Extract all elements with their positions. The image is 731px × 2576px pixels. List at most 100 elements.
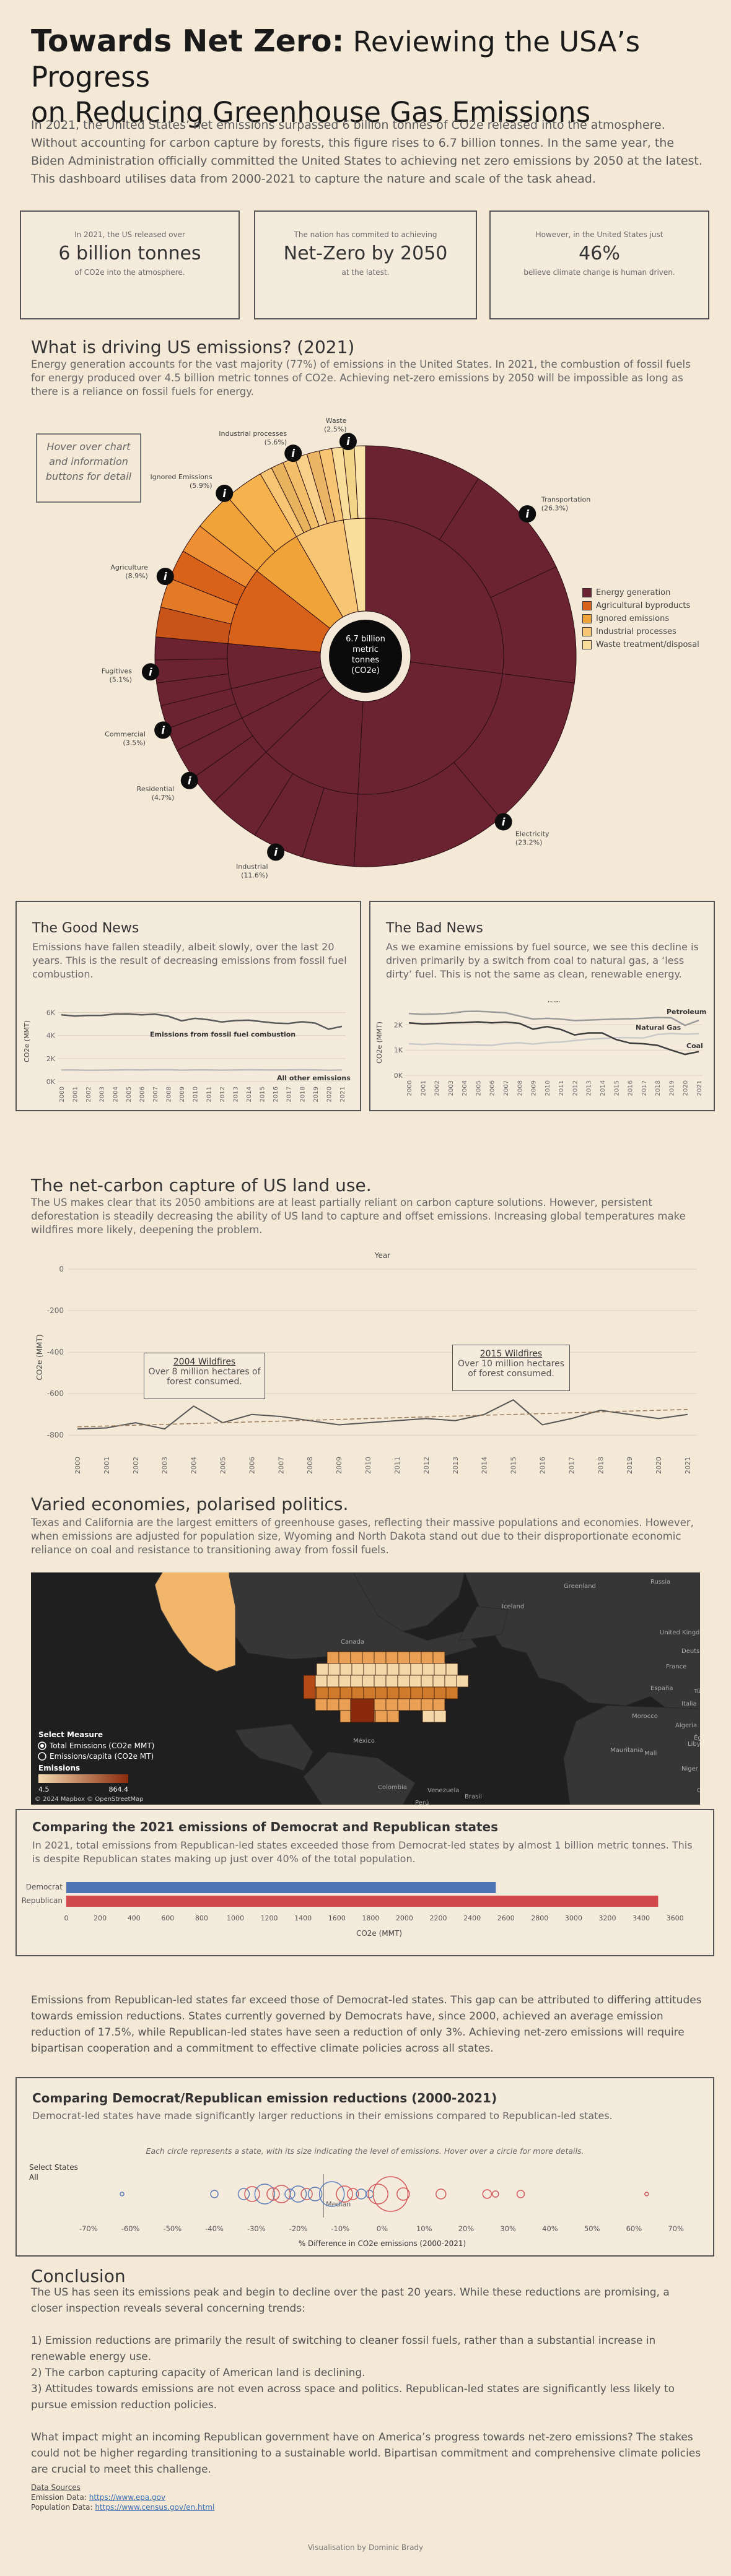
legend-item[interactable]: Ignored emissions <box>582 612 699 625</box>
legend-item[interactable]: Industrial processes <box>582 625 699 638</box>
state-bubble[interactable] <box>284 2188 295 2200</box>
radio-total[interactable] <box>38 1741 46 1750</box>
state-bubble[interactable] <box>254 2184 276 2205</box>
state-bubble[interactable] <box>367 2184 388 2205</box>
segment-label-line: (23.2%) <box>515 839 543 847</box>
series-line-net-carbon-capture <box>77 1399 688 1430</box>
info-icon: i <box>346 436 351 448</box>
reductions-note: Each circle represents a state, with its… <box>146 2146 584 2156</box>
state-shape <box>397 1675 410 1688</box>
state-bubble[interactable] <box>482 2189 492 2199</box>
center-label: (CO2e) <box>351 666 380 675</box>
state-bubble[interactable] <box>300 2188 313 2200</box>
segment-label-line: Electricity <box>515 830 549 838</box>
sunburst-label-residential: Residential(4.7%) <box>137 785 175 802</box>
x-tick-label: 2000 <box>396 1914 413 1922</box>
emissions-map[interactable]: Greenland Canada Iceland Russia United Kingd… <box>31 1572 700 1805</box>
legend-item[interactable]: Energy generation <box>582 586 699 599</box>
state-shape <box>315 1675 328 1688</box>
map-land <box>464 1572 700 1715</box>
series-line-trend <box>77 1408 688 1428</box>
info-button[interactable]: i <box>156 568 174 586</box>
land-use-chart[interactable]: 0 -200 -400 -600 -800 CO2e (MMT) Year 2000 2001 2… <box>0 1244 731 1492</box>
state-shape <box>444 1675 457 1688</box>
y-tick-label: 2K <box>394 1021 403 1029</box>
state-bubble[interactable] <box>365 2190 374 2198</box>
select-states-dropdown[interactable]: All <box>29 2173 38 2182</box>
annotation-text: Over 8 million hectares of forest consum… <box>148 1367 261 1387</box>
state-bubble[interactable] <box>318 2181 345 2207</box>
bad-news-chart[interactable]: 0K 1K 2K CO2e (MMT) Year 2000 2001 2002 2003 2004… <box>370 1001 714 1109</box>
state-bubble[interactable] <box>237 2188 250 2200</box>
state-bubble[interactable] <box>210 2190 219 2198</box>
kpi-label: The nation has commited to achieving <box>294 230 437 239</box>
state-bubble[interactable] <box>272 2185 291 2203</box>
x-tick-label: 0 <box>64 1914 69 1922</box>
state-shape <box>326 1698 339 1711</box>
sunburst-label-agriculture: Agriculture(8.9%) <box>110 563 148 580</box>
state-bubble[interactable] <box>396 2187 410 2201</box>
sunburst-label-industrial-processes: Industrial processes(5.6%) <box>219 430 287 446</box>
x-tick-label: 2013 <box>232 1086 239 1102</box>
state-bubble[interactable] <box>307 2187 323 2201</box>
segment-label-line: Waste <box>326 417 347 425</box>
state-bubble[interactable] <box>346 2188 359 2200</box>
kpi-label: In 2021, the US released over <box>74 230 185 239</box>
source-label: Emission Data: <box>31 2493 89 2502</box>
state-bubble[interactable] <box>436 2188 447 2200</box>
y-tick-label: -400 <box>47 1348 64 1356</box>
conclusion-point: 2) The carbon capturing capacity of Amer… <box>31 2367 365 2379</box>
series-line-emissions-from-fossil-fuel-combustion <box>61 1013 343 1030</box>
sunburst-label-transportation: Transportation(26.3%) <box>541 495 590 512</box>
segment-label-line: Agriculture <box>110 563 148 571</box>
legend-item[interactable]: Waste treatment/disposal <box>582 638 699 651</box>
info-button[interactable]: i <box>494 813 512 831</box>
legend-max: 864.4 <box>109 1785 129 1793</box>
legend-item[interactable]: Agricultural byproducts <box>582 599 699 612</box>
politics-title: Varied economies, polarised politics. <box>31 1494 349 1514</box>
kpi-card-netzero: The nation has commited to achieving Net… <box>254 210 477 319</box>
map-label: México <box>353 1737 375 1745</box>
x-tick-label: 1400 <box>294 1914 312 1922</box>
state-shape <box>445 1663 458 1676</box>
state-bubble[interactable] <box>372 2176 409 2212</box>
info-button[interactable]: i <box>180 771 198 789</box>
y-tick-label: -800 <box>47 1431 64 1439</box>
state-shape <box>387 1710 400 1723</box>
state-bubble[interactable] <box>356 2188 367 2200</box>
info-icon: i <box>502 816 506 828</box>
info-button[interactable]: i <box>141 663 159 681</box>
sunburst-outer-slice <box>354 445 366 519</box>
emission-data-link[interactable]: https://www.epa.gov <box>89 2493 166 2502</box>
party-bar-chart[interactable]: Democrat Republican 0 200 400 600 800 1000 1200 1… <box>17 1873 713 1954</box>
radio-capita[interactable] <box>38 1752 46 1761</box>
info-button[interactable]: i <box>339 433 357 451</box>
y-tick-label: 0K <box>46 1078 56 1086</box>
info-button[interactable]: i <box>267 843 285 861</box>
x-tick-label: 2009 <box>335 1457 343 1474</box>
compare-panel: Comparing the 2021 emissions of Democrat… <box>15 1809 714 1956</box>
state-shape <box>397 1651 410 1664</box>
population-data-link[interactable]: https://www.census.gov/en.html <box>95 2503 215 2512</box>
x-tick-label: 2012 <box>422 1457 431 1474</box>
map-credit: © 2024 Mapbox © OpenStreetMap <box>35 1796 144 1803</box>
x-tick-label: 2002 <box>132 1457 140 1474</box>
info-button[interactable]: i <box>216 484 234 502</box>
segment-label-line: Transportation <box>541 495 590 503</box>
info-button[interactable]: i <box>154 721 172 739</box>
info-button[interactable]: i <box>284 445 302 462</box>
reductions-bubble-chart[interactable]: Median-70% -60% -50% -40% -30% -20% -10% 0% 10% 2… <box>17 2171 713 2255</box>
state-bubble[interactable] <box>244 2186 260 2202</box>
state-bubble[interactable] <box>516 2190 525 2198</box>
bar-category-label: Republican <box>22 1896 63 1905</box>
state-bubble[interactable] <box>644 2192 649 2197</box>
state-bubble[interactable] <box>336 2185 353 2203</box>
state-bubble[interactable] <box>492 2190 499 2198</box>
state-bubble[interactable] <box>266 2187 280 2201</box>
info-button[interactable]: i <box>519 505 536 523</box>
state-bubble[interactable] <box>120 2192 125 2197</box>
kpi-label: However, in the United States just <box>535 230 663 239</box>
state-bubble[interactable] <box>289 2185 307 2203</box>
